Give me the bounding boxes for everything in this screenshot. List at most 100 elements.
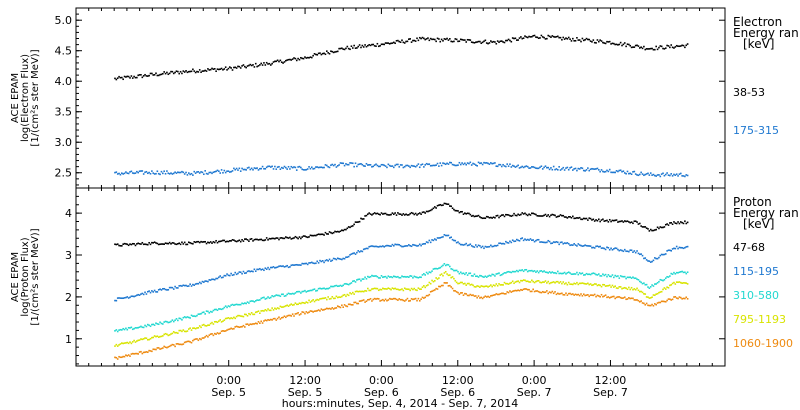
data-point: [585, 37, 588, 40]
data-point: [647, 296, 649, 298]
data-point: [641, 173, 644, 175]
data-point: [444, 163, 447, 166]
data-point: [209, 322, 212, 325]
data-point: [480, 275, 483, 277]
data-point: [164, 288, 167, 291]
data-point: [424, 296, 427, 299]
data-point: [641, 302, 644, 304]
data-point: [159, 173, 161, 176]
data-point: [492, 216, 495, 219]
data-point: [442, 284, 444, 287]
data-point: [464, 243, 466, 246]
data-point: [459, 163, 462, 166]
data-point: [162, 347, 164, 349]
data-point: [219, 308, 222, 310]
data-point: [129, 243, 131, 245]
data-point: [595, 283, 597, 285]
data-point: [611, 171, 614, 174]
data-point: [386, 166, 388, 169]
data-point: [351, 291, 354, 294]
data-point: [679, 172, 682, 175]
data-point: [438, 277, 440, 279]
data-point: [618, 249, 621, 252]
data-point: [444, 38, 447, 41]
data-point: [637, 223, 640, 225]
data-point: [174, 243, 176, 245]
data-point: [618, 296, 621, 298]
data-point: [547, 292, 550, 295]
data-point: [227, 240, 230, 243]
data-point: [607, 296, 610, 298]
data-point: [306, 290, 309, 292]
data-point: [185, 284, 187, 287]
data-point: [129, 296, 131, 299]
data-point: [313, 288, 316, 290]
data-point: [133, 353, 135, 355]
data-point: [315, 166, 317, 168]
data-point: [215, 277, 217, 280]
data-point: [317, 52, 320, 55]
data-point: [320, 233, 323, 236]
data-point: [522, 239, 525, 242]
data-point: [496, 40, 499, 42]
data-point: [651, 284, 653, 286]
data-point: [345, 228, 347, 231]
data-point: [237, 314, 239, 317]
data-point: [183, 71, 186, 73]
data-point: [465, 242, 468, 245]
data-point: [408, 165, 410, 167]
data-point: [669, 46, 671, 49]
data-point: [230, 170, 232, 173]
data-point: [637, 45, 640, 47]
data-point: [480, 42, 483, 45]
data-point: [282, 265, 284, 267]
data-point: [166, 289, 168, 291]
data-point: [574, 293, 577, 296]
data-point: [237, 326, 239, 328]
data-point: [171, 343, 174, 346]
data-point: [499, 292, 502, 295]
data-point: [403, 42, 406, 44]
data-point: [301, 168, 304, 171]
data-point: [510, 271, 513, 274]
data-point: [550, 291, 552, 294]
data-point: [341, 162, 343, 164]
data-point: [649, 228, 652, 231]
data-point: [168, 334, 171, 336]
data-point: [682, 44, 685, 47]
data-point: [334, 51, 336, 53]
data-point: [291, 304, 294, 306]
data-point: [231, 170, 234, 172]
data-point: [201, 324, 204, 326]
data-point: [156, 291, 159, 293]
data-point: [638, 290, 641, 293]
data-point: [496, 165, 499, 168]
data-point: [625, 172, 627, 175]
data-point: [182, 171, 185, 174]
data-point: [483, 161, 485, 164]
data-point: [392, 297, 395, 300]
data-point: [353, 301, 355, 304]
data-point: [671, 223, 674, 226]
proton-legend-title: Energy ran: [733, 206, 799, 220]
data-point: [521, 237, 524, 239]
data-point: [238, 303, 241, 306]
data-point: [233, 273, 235, 276]
data-point: [373, 275, 376, 277]
data-point: [364, 215, 366, 217]
data-point: [295, 169, 298, 171]
data-point: [671, 248, 674, 250]
data-point: [364, 165, 366, 167]
data-point: [567, 281, 570, 284]
data-point: [536, 238, 539, 241]
data-point: [257, 169, 260, 171]
data-point: [678, 173, 681, 175]
data-point: [222, 239, 224, 242]
data-point: [485, 246, 488, 248]
data-point: [263, 167, 265, 170]
data-point: [203, 241, 205, 243]
data-point: [444, 202, 447, 205]
data-point: [149, 243, 152, 246]
data-point: [544, 271, 547, 273]
data-point: [185, 316, 187, 319]
